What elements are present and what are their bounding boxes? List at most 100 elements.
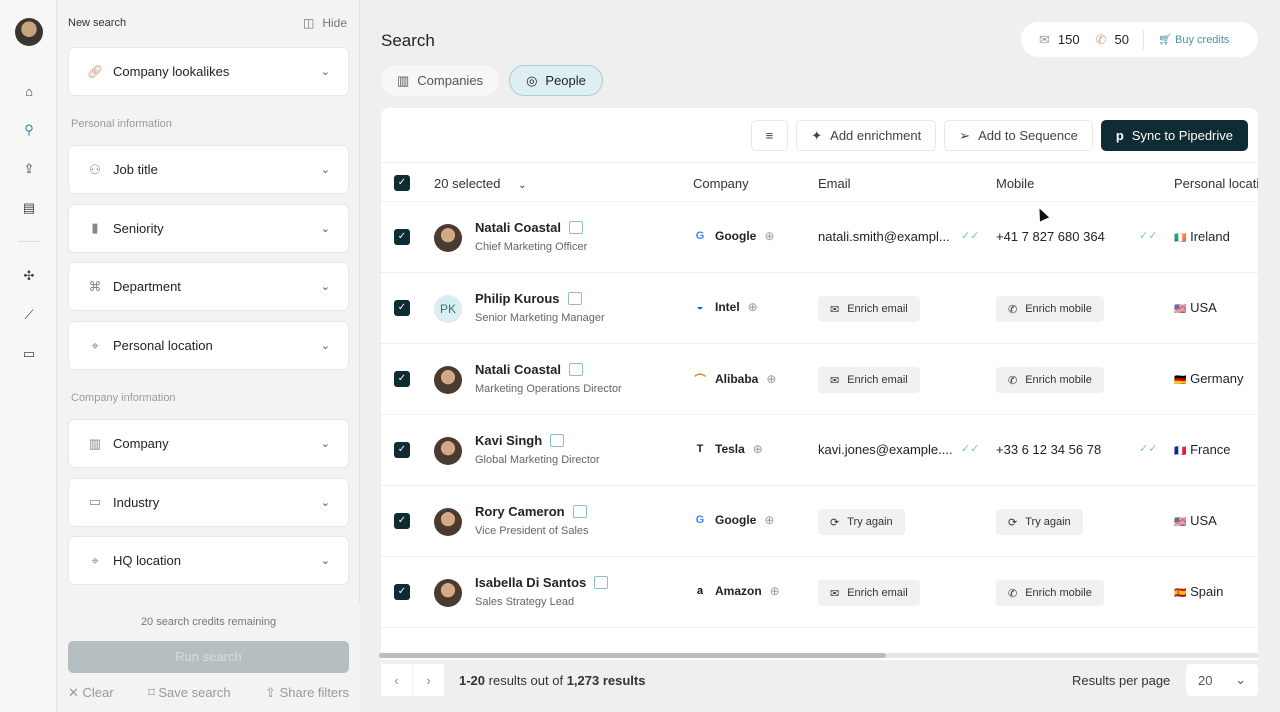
globe-icon[interactable]: ⊕ (747, 300, 758, 314)
user-avatar[interactable] (15, 18, 43, 46)
selected-dropdown[interactable]: 20 selected ⌄ (434, 176, 527, 191)
globe-icon[interactable]: ⊕ (764, 229, 775, 243)
person-name[interactable]: Isabella Di Santos (475, 575, 587, 590)
org-chart-icon: ⌘ (88, 278, 102, 294)
add-enrichment-button[interactable]: ✦ Add enrichment (796, 120, 937, 151)
enrich-mobile-button[interactable]: ✆ Enrich mobile (996, 580, 1104, 606)
location: 🇺🇸 USA (1174, 513, 1217, 528)
enrich-email-button[interactable]: ✉ Enrich email (818, 580, 920, 606)
table-row[interactable]: ✓ PK Philip Kurous Senior Marketing Mana… (381, 273, 1258, 344)
globe-icon[interactable]: ⊕ (769, 584, 780, 598)
user-icon: ⚇ (89, 161, 101, 177)
chart-icon[interactable]: ⟋ (24, 307, 34, 322)
filter-hq-location[interactable]: ⌖ HQ location ⌄ (68, 536, 349, 586)
company-name[interactable]: Intel (715, 300, 740, 314)
row-checkbox[interactable]: ✓ (394, 229, 410, 245)
avatar (434, 579, 462, 607)
row-checkbox[interactable]: ✓ (394, 513, 410, 529)
table-row[interactable]: ✓ Isabella Di Santos Sales Strategy Lead… (381, 557, 1258, 628)
tab-people[interactable]: ◎ People (509, 65, 603, 96)
person-name[interactable]: Natali Coastal (475, 220, 561, 235)
person-name[interactable]: Rory Cameron (475, 504, 565, 519)
briefcase-icon[interactable] (568, 221, 583, 234)
row-checkbox[interactable]: ✓ (394, 371, 410, 387)
table-row[interactable]: ✓ Natali Coastal Chief Marketing Officer… (381, 202, 1258, 273)
credits-remaining: 20 search credits remaining (140, 616, 277, 628)
list-add-icon: ≡ (765, 128, 774, 143)
columns-button[interactable]: ≡ (750, 120, 789, 151)
section-label: Personal information (71, 118, 172, 130)
briefcase-icon[interactable] (572, 505, 587, 518)
briefcase-icon[interactable] (550, 434, 565, 447)
enrich-mobile-button[interactable]: ✆ Enrich mobile (996, 296, 1104, 322)
mobile-value: +33 6 12 34 56 78 (996, 442, 1102, 457)
sync-pipedrive-button[interactable]: p Sync to Pipedrive (1100, 120, 1248, 151)
table-row[interactable]: ✓ Kavi Singh Global Marketing Director T… (381, 415, 1258, 486)
company-name[interactable]: Google (715, 229, 757, 243)
hide-button[interactable]: ◫ Hide (302, 16, 347, 30)
flag-icon: 🇺🇸 (1174, 304, 1187, 315)
next-page-button[interactable]: › (413, 664, 445, 696)
select-all-checkbox[interactable]: ✓ (394, 175, 410, 191)
globe-icon[interactable]: ⊕ (766, 372, 777, 386)
enrich-email-button[interactable]: ⟳ Try again (818, 509, 905, 535)
table-row[interactable]: ✓ Natali Coastal Marketing Operations Di… (381, 344, 1258, 415)
chevron-down-icon: ⌄ (320, 281, 330, 294)
results-per-page-label: Results per page (1072, 673, 1171, 688)
filter-company-lookalikes[interactable]: 🔗︎ Company lookalikes ⌄ (68, 47, 349, 96)
person-name[interactable]: Kavi Singh (475, 433, 543, 448)
flag-icon: 🇪🇸 (1174, 588, 1187, 599)
panel-footer: 20 search credits remaining Run search ✕… (57, 604, 360, 712)
column-mobile[interactable]: Mobile (996, 176, 1035, 191)
briefcase-icon[interactable] (594, 576, 609, 589)
table-row[interactable]: ✓ Rory Cameron Vice President of Sales G… (381, 486, 1258, 557)
company-name[interactable]: Tesla (715, 442, 745, 456)
column-email[interactable]: Email (818, 176, 851, 191)
chat-icon[interactable]: ▭ (22, 346, 36, 361)
location: 🇪🇸 Spain (1174, 584, 1224, 599)
person-name[interactable]: Philip Kurous (475, 291, 560, 306)
horizontal-scrollbar[interactable] (379, 653, 1258, 658)
filter-seniority[interactable]: ▮ Seniority ⌄ (68, 203, 349, 253)
company-name[interactable]: Google (715, 513, 757, 527)
home-icon[interactable]: ⌂ (25, 83, 33, 99)
filter-job-title[interactable]: ⚇ Job title ⌄ (68, 145, 349, 194)
column-location[interactable]: Personal locati (1174, 176, 1258, 191)
enrich-email-button[interactable]: ✉ Enrich email (818, 296, 920, 322)
tab-companies[interactable]: ▥ Companies (381, 65, 500, 96)
upload-icon[interactable]: ⇪ (23, 161, 35, 176)
filter-company[interactable]: ▥ Company ⌄ (68, 419, 349, 468)
puzzle-icon[interactable]: ✣ (23, 268, 35, 283)
company-name[interactable]: Amazon (715, 584, 762, 598)
results-per-page-select[interactable]: 20 ⌄ (1186, 664, 1258, 696)
filter-personal-location[interactable]: ⌖ Personal location ⌄ (68, 321, 349, 371)
person-name[interactable]: Natali Coastal (475, 362, 561, 377)
add-to-sequence-button[interactable]: ➢ Add to Sequence (944, 120, 1093, 151)
share-filters-button[interactable]: ⇪ Share filters (265, 685, 349, 700)
row-checkbox[interactable]: ✓ (394, 300, 410, 316)
search-icon[interactable]: ⚲ (24, 122, 34, 137)
document-icon[interactable]: ▤ (22, 200, 36, 215)
enrich-mobile-button[interactable]: ✆ Enrich mobile (996, 367, 1104, 393)
filter-department[interactable]: ⌘ Department ⌄ (68, 262, 349, 312)
clear-button[interactable]: ✕ Clear (68, 685, 114, 700)
save-search-button[interactable]: ⌑ Save search (148, 685, 231, 700)
globe-icon[interactable]: ⊕ (752, 442, 763, 456)
run-search-button[interactable]: Run search (68, 641, 349, 673)
sparkle-icon: ✦ (811, 127, 823, 143)
job-title: Marketing Operations Director (475, 383, 622, 395)
column-company[interactable]: Company (693, 176, 749, 191)
globe-icon[interactable]: ⊕ (764, 513, 775, 527)
buy-credits-button[interactable]: 🛒︎ Buy credits (1157, 34, 1230, 46)
row-checkbox[interactable]: ✓ (394, 584, 410, 600)
company-name[interactable]: Alibaba (715, 372, 759, 386)
prev-page-button[interactable]: ‹ (381, 664, 413, 696)
briefcase-icon[interactable] (568, 363, 583, 376)
building-icon: ▥ (397, 72, 410, 88)
enrich-email-button[interactable]: ✉ Enrich email (818, 367, 920, 393)
filter-industry[interactable]: ▭ Industry ⌄ (68, 477, 349, 527)
briefcase-icon[interactable] (567, 292, 582, 305)
company-logo-icon: G (695, 230, 705, 242)
row-checkbox[interactable]: ✓ (394, 442, 410, 458)
enrich-mobile-button[interactable]: ⟳ Try again (996, 509, 1083, 535)
